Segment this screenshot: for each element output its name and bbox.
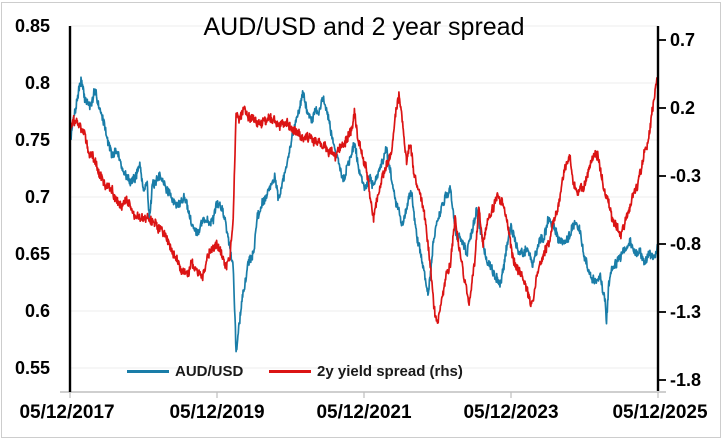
left-axis-tick-label: 0.8 xyxy=(24,73,50,93)
right-axis-tick-label: 0.2 xyxy=(670,98,696,118)
legend-label: 2y yield spread (rhs) xyxy=(317,362,463,380)
legend-line-sample-red xyxy=(269,369,311,373)
x-axis-tick-label: 05/12/2025 xyxy=(612,402,708,423)
right-axis-tick-label: -0.8 xyxy=(670,234,702,254)
chart-title: AUD/USD and 2 year spread xyxy=(203,13,525,41)
legend-label: AUD/USD xyxy=(175,362,244,380)
left-axis-tick-label: 0.65 xyxy=(14,244,50,264)
legend-item-audusd: AUD/USD xyxy=(127,362,244,380)
right-axis-tick-label: -1.8 xyxy=(670,370,702,390)
left-axis-tick-label: 0.6 xyxy=(24,301,50,321)
x-axis-tick-label: 05/12/2019 xyxy=(169,402,265,423)
left-axis-tick-label: 0.75 xyxy=(14,130,50,150)
right-axis-tick-label: -1.3 xyxy=(670,302,702,322)
x-axis-tick-label: 05/12/2023 xyxy=(463,402,559,423)
left-axis-tick-label: 0.85 xyxy=(14,16,50,36)
x-axis-tick-label: 05/12/2017 xyxy=(19,402,115,423)
right-axis-tick-label: 0.7 xyxy=(670,30,696,50)
left-axis-tick-label: 0.55 xyxy=(14,358,50,378)
left-axis-tick-label: 0.7 xyxy=(24,187,50,207)
legend-line-sample-blue xyxy=(127,369,169,373)
x-axis-tick-label: 05/12/2021 xyxy=(316,402,412,423)
right-axis-tick-label: -0.3 xyxy=(670,166,702,186)
legend-item-spread: 2y yield spread (rhs) xyxy=(269,362,463,380)
